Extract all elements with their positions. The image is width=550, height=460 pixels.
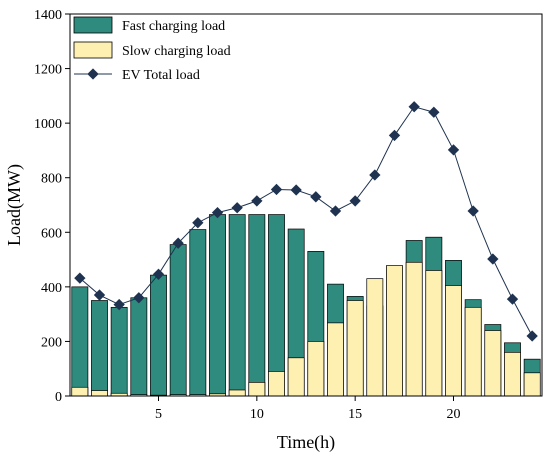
total-load-point-17: [388, 129, 401, 142]
total-load-point-5: [152, 268, 165, 280]
bars-layer: [71, 214, 541, 397]
plot-frame: [69, 13, 543, 397]
bar-slow-2: [91, 390, 108, 397]
bar-slow-15: [346, 300, 364, 397]
bar-fast-5: [150, 274, 167, 397]
bar-fast-10: [248, 214, 266, 397]
bar-fast-2: [91, 300, 108, 397]
bar-slow-22: [484, 330, 502, 397]
total-load-point-15: [349, 195, 361, 207]
y-tick-label-400: 400: [41, 281, 62, 296]
bar-fast-11: [268, 214, 285, 397]
total-load-point-11: [270, 183, 283, 196]
axes-layer: 0 200 400 600 800 1000 1200 1400 5 10 15 20: [34, 8, 461, 422]
total-load-point-10: [251, 195, 263, 207]
legend-swatch-fast: [73, 16, 113, 34]
total-load-point-13: [310, 191, 322, 203]
y-tick-label-800: 800: [41, 172, 62, 187]
legend-marker-total: [87, 68, 99, 80]
total-load-line: [79, 106, 533, 337]
legend: Fast charging load Slow charging load EV…: [73, 16, 231, 83]
bar-slow-18: [405, 261, 423, 397]
y-axis-title: Load(MW): [4, 164, 25, 246]
bar-slow-12: [287, 357, 305, 397]
y-tick-label-1000: 1000: [34, 117, 62, 132]
y-tick-label-200: 200: [41, 335, 62, 350]
bar-fast-4: [130, 297, 148, 397]
total-load-point-20: [447, 144, 460, 156]
bar-slow-9: [228, 389, 246, 397]
bar-slow-16: [366, 278, 384, 397]
total-load-point-14: [329, 205, 342, 217]
bar-slow-14: [327, 322, 344, 397]
bar-slow-19: [425, 270, 443, 397]
y-tick-label-1200: 1200: [34, 63, 62, 78]
total-load-point-18: [408, 101, 420, 113]
total-load-point-7: [192, 217, 204, 229]
total-load-point-4: [133, 292, 145, 304]
x-tick-label-5: 5: [155, 407, 162, 422]
bar-slow-21: [464, 306, 482, 397]
x-tick-label-10: 10: [250, 407, 264, 422]
bar-fast-7: [189, 229, 207, 397]
total-load-point-6: [172, 237, 184, 249]
bar-slow-13: [307, 341, 325, 397]
legend-swatch-slow: [73, 41, 113, 59]
total-load-point-9: [231, 202, 243, 214]
bar-fast-9: [228, 214, 246, 397]
x-tick-label-15: 15: [348, 407, 362, 422]
bar-fast-8: [209, 214, 226, 397]
total-load-point-21: [467, 205, 479, 217]
bar-slow-20: [445, 285, 462, 397]
total-load-point-12: [290, 184, 302, 196]
total-load-point-16: [369, 169, 381, 181]
bar-slow-10: [248, 382, 266, 397]
total-load-point-19: [428, 106, 440, 118]
legend-label-total: EV Total load: [122, 68, 200, 83]
bar-slow-17: [386, 265, 403, 397]
bar-fast-1: [71, 286, 89, 397]
total-load-point-22: [487, 253, 499, 265]
total-load-point-24: [526, 330, 538, 342]
x-tick-label-20: 20: [447, 407, 461, 422]
y-tick-label-0: 0: [55, 390, 62, 405]
legend-label-slow: Slow charging load: [122, 44, 231, 59]
total-load-point-23: [506, 293, 519, 305]
bar-slow-24: [523, 372, 541, 397]
total-load-point-8: [211, 206, 224, 219]
legend-label-fast: Fast charging load: [122, 19, 225, 34]
bar-slow-23: [504, 351, 521, 397]
bar-slow-1: [71, 386, 89, 397]
y-tick-label-1400: 1400: [34, 8, 62, 23]
bar-fast-3: [110, 306, 128, 397]
bar-fast-6: [169, 244, 187, 397]
y-tick-label-600: 600: [41, 226, 62, 241]
bar-slow-11: [268, 371, 285, 397]
x-axis-title: Time(h): [277, 432, 335, 453]
